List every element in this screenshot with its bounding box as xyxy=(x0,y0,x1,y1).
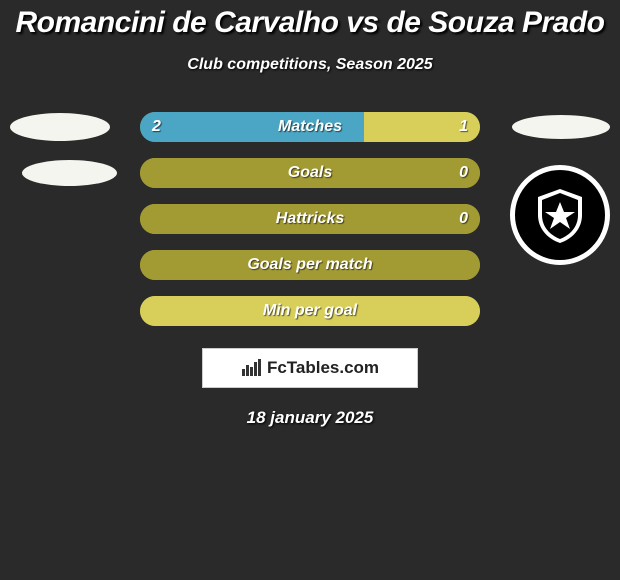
ellipse-icon xyxy=(512,115,610,139)
bar-track: Goals 0 xyxy=(140,158,480,188)
comparison-chart: 2 Matches 1 Goals 0 xyxy=(0,104,620,334)
bar-label: Hattricks xyxy=(276,210,344,228)
stat-row: Goals per match xyxy=(0,242,620,288)
bar-label: Matches xyxy=(278,118,342,136)
page-title: Romancini de Carvalho vs de Souza Prado xyxy=(0,0,620,40)
bar-track: Goals per match xyxy=(140,250,480,280)
watermark-text: FcTables.com xyxy=(267,358,379,378)
bars-icon xyxy=(241,359,263,377)
stat-row: Goals 0 xyxy=(0,150,620,196)
bar-track: 2 Matches 1 xyxy=(140,112,480,142)
ellipse-icon xyxy=(22,160,117,186)
bar-right-value: 0 xyxy=(459,210,468,228)
bar-track: Hattricks 0 xyxy=(140,204,480,234)
bar-right-value: 0 xyxy=(459,164,468,182)
stat-row: Hattricks 0 xyxy=(0,196,620,242)
player1-badge xyxy=(10,113,110,141)
bar-right-value: 1 xyxy=(459,118,468,136)
date: 18 january 2025 xyxy=(0,408,620,428)
player1-badge-2 xyxy=(22,160,117,186)
stat-row: Min per goal xyxy=(0,288,620,334)
bar-label: Min per goal xyxy=(263,302,357,320)
bar-track: Min per goal xyxy=(140,296,480,326)
stat-row: 2 Matches 1 xyxy=(0,104,620,150)
bar-label: Goals per match xyxy=(247,256,372,274)
subtitle: Club competitions, Season 2025 xyxy=(0,56,620,74)
bar-label: Goals xyxy=(288,164,332,182)
watermark: FcTables.com xyxy=(202,348,418,388)
bar-left-value: 2 xyxy=(152,118,161,136)
ellipse-icon xyxy=(10,113,110,141)
player2-badge xyxy=(512,115,610,139)
